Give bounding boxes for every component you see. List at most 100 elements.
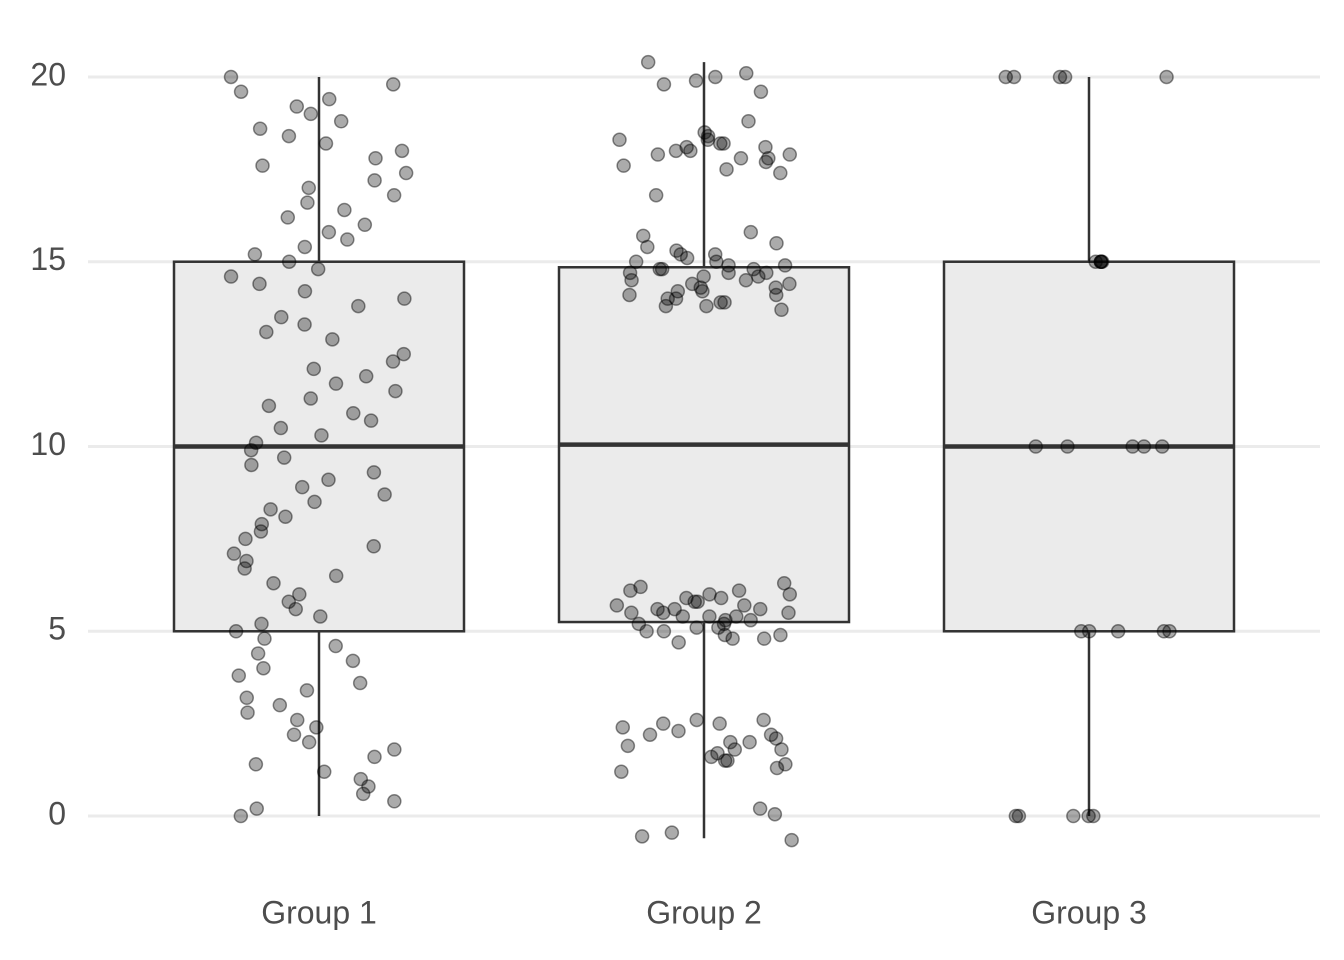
- point: [233, 84, 249, 99]
- point: [281, 594, 297, 609]
- point: [237, 561, 252, 576]
- point: [702, 587, 717, 602]
- point: [228, 624, 244, 639]
- point: [654, 261, 670, 277]
- point: [243, 442, 259, 458]
- point: [774, 302, 789, 318]
- point: [782, 587, 798, 602]
- point: [640, 54, 656, 70]
- point: [773, 165, 788, 181]
- point: [634, 829, 650, 844]
- point: [1159, 69, 1174, 85]
- point: [1093, 254, 1109, 269]
- point: [696, 269, 711, 284]
- point: [281, 254, 297, 269]
- y-tick-label: 5: [48, 611, 66, 647]
- point: [768, 287, 784, 303]
- point: [278, 509, 293, 524]
- point: [769, 760, 785, 776]
- point: [707, 247, 723, 262]
- point: [286, 727, 302, 742]
- point: [301, 734, 317, 750]
- point: [673, 247, 688, 262]
- point: [1088, 254, 1103, 269]
- point: [328, 568, 344, 584]
- point: [667, 601, 682, 617]
- point: [769, 236, 784, 251]
- point: [1060, 439, 1075, 454]
- point: [1052, 69, 1068, 85]
- point: [318, 136, 334, 151]
- point: [273, 420, 289, 436]
- point: [1094, 254, 1110, 269]
- point: [248, 435, 264, 451]
- point: [252, 121, 268, 136]
- point: [710, 745, 725, 761]
- point: [727, 742, 743, 757]
- point: [355, 786, 371, 802]
- point: [239, 553, 254, 569]
- point: [650, 601, 665, 617]
- point: [656, 77, 672, 92]
- point: [301, 180, 317, 196]
- point: [328, 638, 343, 654]
- point: [366, 539, 381, 554]
- point: [668, 291, 684, 306]
- point: [255, 158, 270, 173]
- y-tick-label: 0: [48, 795, 66, 831]
- point: [688, 73, 704, 88]
- point: [700, 128, 716, 144]
- point: [628, 254, 644, 269]
- point: [689, 712, 704, 728]
- point: [294, 479, 310, 495]
- point: [615, 720, 631, 735]
- point: [746, 261, 761, 277]
- point: [254, 516, 270, 532]
- point: [321, 224, 337, 240]
- point: [367, 749, 382, 765]
- point: [377, 487, 392, 502]
- point: [708, 69, 723, 85]
- point: [314, 428, 329, 443]
- point: [774, 742, 789, 757]
- point: [1110, 624, 1126, 639]
- point: [1093, 254, 1109, 269]
- point: [307, 494, 322, 510]
- point: [624, 272, 639, 288]
- point: [1086, 808, 1101, 824]
- point: [612, 132, 627, 148]
- point: [620, 738, 636, 754]
- point: [616, 158, 631, 173]
- point: [345, 653, 361, 669]
- point: [668, 143, 684, 159]
- point: [751, 269, 766, 284]
- point: [328, 376, 344, 391]
- point: [316, 764, 332, 779]
- point: [223, 269, 239, 284]
- point: [767, 806, 783, 822]
- point: [303, 391, 318, 406]
- point: [711, 620, 726, 635]
- point: [281, 128, 297, 144]
- point: [274, 309, 289, 325]
- point: [679, 250, 695, 266]
- point: [693, 280, 708, 295]
- point: [737, 598, 752, 613]
- point: [313, 609, 328, 624]
- point: [721, 258, 736, 273]
- point: [738, 272, 754, 288]
- point: [1136, 439, 1152, 454]
- point: [231, 668, 247, 683]
- point: [259, 324, 274, 340]
- point: [636, 228, 651, 244]
- point: [309, 720, 324, 735]
- point: [1154, 439, 1170, 454]
- point: [1028, 439, 1044, 454]
- point: [713, 295, 728, 310]
- point: [702, 609, 717, 624]
- point: [357, 217, 373, 233]
- point: [325, 332, 340, 347]
- point: [728, 609, 744, 624]
- point: [252, 276, 267, 292]
- point: [731, 583, 747, 598]
